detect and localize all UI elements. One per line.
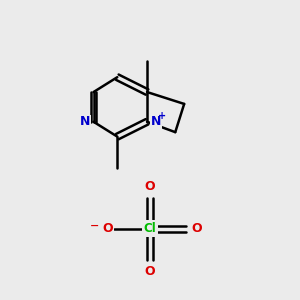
Text: O: O xyxy=(145,180,155,193)
Text: O: O xyxy=(192,222,202,235)
Text: N: N xyxy=(80,115,90,128)
Text: Cl: Cl xyxy=(144,222,156,235)
Text: O: O xyxy=(145,265,155,278)
Text: +: + xyxy=(158,111,166,122)
Text: N: N xyxy=(151,115,161,128)
Text: −: − xyxy=(90,221,100,231)
Text: O: O xyxy=(102,222,113,235)
